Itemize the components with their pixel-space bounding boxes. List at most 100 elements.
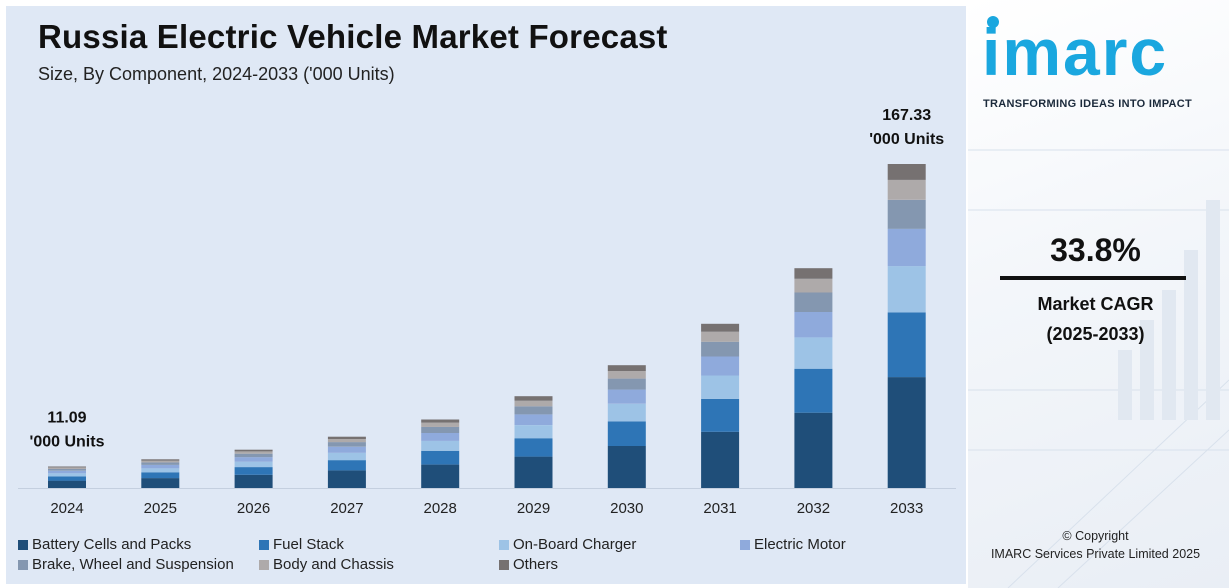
bar-segment [701, 323, 740, 332]
bar-segment [607, 378, 646, 390]
chart-subtitle: Size, By Component, 2024-2033 ('000 Unit… [38, 64, 395, 84]
legend-item: Fuel Stack [259, 536, 344, 553]
bar-segment [514, 425, 553, 439]
bar-segment [887, 377, 926, 488]
bar-segment [421, 440, 460, 451]
bar-segment [701, 431, 740, 488]
bar-segment [887, 164, 926, 180]
bar-segment [141, 478, 180, 488]
bar-segment [421, 450, 460, 465]
bar-segment [234, 453, 273, 458]
cagr-period: (2025-2033) [1046, 324, 1145, 344]
bar-segment [421, 464, 460, 488]
bar-segment [141, 462, 180, 465]
bar-segment [607, 389, 646, 404]
data-label-unit: '000 Units [30, 434, 105, 451]
bar-segment [887, 266, 926, 313]
copyright-text: © Copyright [1062, 529, 1129, 543]
bar-segment [234, 467, 273, 475]
bar-segment [234, 474, 273, 488]
background-decoration [968, 149, 1229, 588]
bar-segment [327, 452, 366, 461]
bar-segment [421, 433, 460, 441]
bar-segment [887, 179, 926, 200]
bar-segment [794, 412, 833, 488]
bar-segment [141, 465, 180, 469]
bar-segment [514, 406, 553, 415]
bar-segment [794, 268, 833, 279]
bar-segment [794, 278, 833, 293]
bar-segment [48, 473, 86, 477]
bar-segment [421, 419, 460, 423]
bar-segment [701, 341, 740, 357]
bar-segment [607, 365, 646, 371]
bar-segment [234, 449, 273, 452]
bar-segment [234, 451, 273, 454]
bar-segment [327, 460, 366, 471]
x-tick-label: 2025 [144, 500, 177, 517]
bar-segment [421, 422, 460, 427]
bar-segment [421, 426, 460, 433]
x-tick-label: 2031 [703, 500, 736, 517]
legend-swatch [499, 559, 509, 570]
legend-item: Brake, Wheel and Suspension [18, 556, 234, 573]
chart-legend: Battery Cells and Packs Fuel Stack On-Boar… [18, 536, 958, 580]
bar-segment [514, 400, 553, 407]
bar-segment [327, 446, 366, 453]
legend-item: Others [499, 556, 558, 573]
cagr-divider [1000, 276, 1186, 280]
x-tick-label: 2028 [424, 500, 457, 517]
bar-segment [48, 467, 86, 469]
data-label-value: 11.09 [47, 410, 86, 427]
cagr-value: 33.8% [1050, 232, 1141, 268]
bar-segment [234, 461, 273, 468]
imarc-logo-dot [987, 16, 999, 28]
bar-segment [607, 403, 646, 422]
legend-label: Brake, Wheel and Suspension [32, 556, 234, 573]
legend-item: Electric Motor [740, 536, 846, 553]
x-tick-label: 2032 [797, 500, 830, 517]
bar-segment [327, 436, 366, 439]
legend-label: Body and Chassis [273, 556, 394, 573]
bar-segment [141, 459, 180, 461]
legend-swatch [740, 539, 750, 550]
bar-segment [887, 199, 926, 229]
legend-swatch [259, 539, 269, 550]
x-tick-label: 2033 [890, 500, 923, 517]
legend-swatch [18, 539, 28, 550]
side-panel: imarc TRANSFORMING IDEAS INTO IMPACT 33.… [968, 0, 1229, 588]
legend-label: Others [513, 556, 559, 573]
x-tick-label: 2024 [50, 500, 83, 517]
cagr-label: Market CAGR [1037, 294, 1154, 314]
bar-segment [514, 456, 553, 488]
bar-segment [48, 476, 86, 481]
legend-label: Battery Cells and Packs [32, 536, 192, 553]
legend-swatch [18, 559, 28, 570]
bar-segment [701, 375, 740, 399]
x-tick-label: 2027 [330, 500, 363, 517]
bar-segment [141, 460, 180, 463]
legend-item: On-Board Charger [499, 536, 636, 553]
bar-segment [514, 438, 553, 457]
data-label-unit: '000 Units [869, 131, 944, 148]
bar-segment [141, 472, 180, 479]
bar-segment [48, 480, 86, 488]
bar-segment [327, 442, 366, 447]
bar-segment [48, 470, 86, 474]
bar-segment [141, 468, 180, 473]
bar-segment [607, 446, 646, 488]
x-tick-label: 2030 [610, 500, 643, 517]
bar-segment [514, 414, 553, 425]
legend-label: Fuel Stack [273, 536, 344, 553]
bar-segment [607, 371, 646, 379]
legend-item: Battery Cells and Packs [18, 536, 191, 553]
legend-swatch [499, 539, 509, 550]
bar-segment [701, 356, 740, 376]
legend-label: Electric Motor [754, 536, 846, 553]
bar-segment [701, 331, 740, 342]
legend-swatch [259, 559, 269, 570]
chart-title: Russia Electric Vehicle Market Forecast [38, 18, 668, 55]
brand-tagline: TRANSFORMING IDEAS INTO IMPACT [983, 98, 1193, 110]
bar-segment [701, 398, 740, 432]
bar-segment [794, 312, 833, 338]
